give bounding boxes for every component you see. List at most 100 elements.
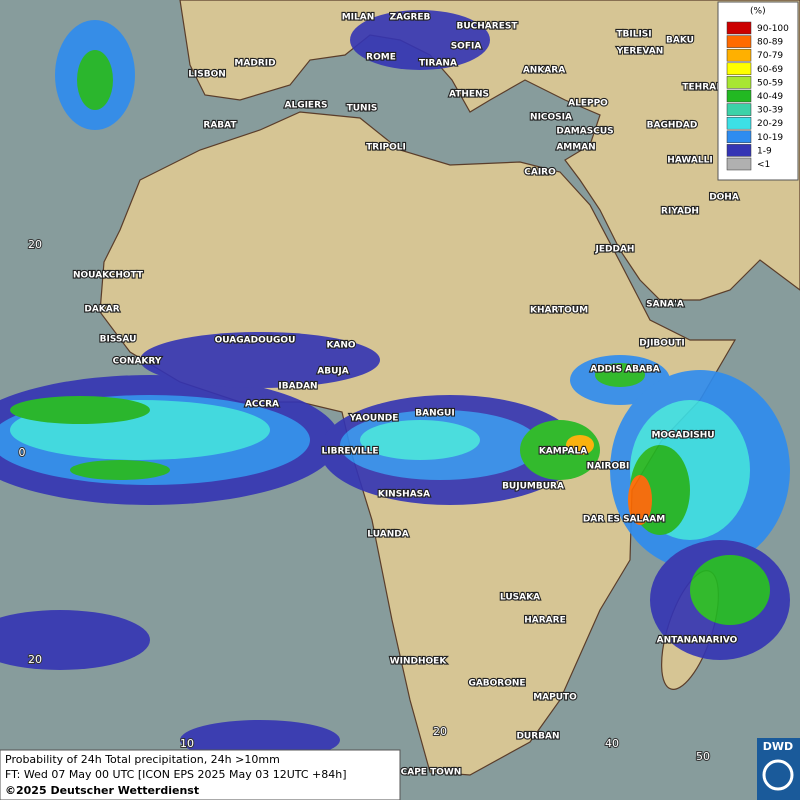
city-label: KINSHASA	[378, 490, 430, 500]
legend-swatch	[726, 21, 752, 35]
city-label: CONAKRY	[113, 357, 162, 367]
legend-label: 70-79	[757, 51, 783, 61]
city-label: YEREVAN	[616, 47, 664, 57]
legend-label: 60-69	[757, 65, 783, 75]
city-label: MILAN	[342, 13, 375, 23]
city-label: ABUJA	[317, 367, 348, 377]
city-label: MADRID	[234, 59, 275, 69]
caption: Probability of 24h Total precipitation, …	[0, 749, 401, 800]
city-label: NAIROBI	[587, 462, 630, 472]
lon-label: 10	[180, 737, 194, 750]
city-label: BISSAU	[100, 335, 137, 345]
city-label: AMMAN	[556, 143, 595, 153]
city-label: BAKU	[666, 36, 694, 46]
logo: DWD	[757, 738, 800, 800]
city-label: DAMASCUS	[556, 127, 613, 137]
legend-label: <1	[757, 160, 770, 170]
lon-label: 40	[605, 737, 619, 750]
city-label: ANKARA	[523, 66, 565, 76]
city-label: IBADAN	[278, 382, 317, 392]
city-label: WINDHOEK	[390, 657, 448, 667]
city-label: MAPUTO	[533, 693, 577, 703]
city-label: LUSAKA	[500, 593, 540, 603]
city-labels: MILAN ZAGREB BUCHAREST TBILISI BAKU MADRID ROM…	[72, 11, 740, 778]
legend: (%) 90-100 80-89 70-79 60-69 50-59 40-49 30-39…	[717, 1, 799, 181]
city-label: ALGIERS	[285, 101, 328, 111]
legend-swatch	[726, 130, 752, 144]
city-label: LIBREVILLE	[322, 447, 379, 457]
city-label: ADDIS ABABA	[590, 365, 660, 375]
legend-swatch	[726, 48, 752, 62]
city-label: DOHA	[709, 193, 739, 203]
caption-line: ©2025 Deutscher Wetterdienst	[5, 784, 199, 797]
city-label: BUJUMBURA	[502, 482, 564, 492]
legend-label: 1-9	[757, 146, 772, 156]
legend-label: 40-49	[757, 92, 783, 102]
city-label: ROME	[366, 53, 396, 63]
legend-items: 90-100 80-89 70-79 60-69 50-59 40-49 30-39 20-2…	[726, 21, 789, 171]
city-label: DAR ES SALAAM	[583, 515, 665, 525]
lat-label: 0	[19, 446, 26, 459]
city-label: ANTANANARIVO	[657, 636, 738, 646]
legend-swatch	[726, 116, 752, 130]
city-label: TRIPOLI	[366, 143, 406, 153]
city-label: TBILISI	[616, 30, 651, 40]
grid-labels: 20 0 20 10 20 40 50	[18, 237, 712, 764]
caption-line: FT: Wed 07 May 00 UTC [ICON EPS 2025 May…	[5, 768, 347, 781]
city-label: NOUAKCHOTT	[73, 271, 144, 281]
city-label: TUNIS	[347, 104, 378, 114]
city-label: JEDDAH	[595, 245, 635, 255]
legend-label: 90-100	[757, 24, 789, 34]
city-label: TEHRAN	[682, 83, 723, 93]
city-label: SANA'A	[646, 300, 684, 310]
legend-title: (%)	[750, 7, 766, 17]
legend-swatch	[726, 89, 752, 103]
city-label: GABORONE	[468, 679, 525, 689]
city-label: LISBON	[188, 70, 226, 80]
precipitation	[0, 10, 790, 760]
city-label: CAPE TOWN	[401, 768, 462, 778]
legend-label: 10-19	[757, 133, 783, 143]
logo-text: DWD	[763, 740, 793, 753]
lon-label: 20	[433, 725, 447, 738]
caption-box	[0, 749, 401, 800]
city-label: LUANDA	[367, 530, 408, 540]
city-label: BAGHDAD	[647, 121, 698, 131]
city-label: ALEPPO	[568, 99, 608, 109]
city-label: MOGADISHU	[651, 431, 714, 441]
city-label: DJIBOUTI	[639, 339, 684, 349]
eurasia	[179, 0, 800, 301]
city-label: OUAGADOUGOU	[215, 336, 296, 346]
city-label: HARARE	[524, 616, 565, 626]
city-label: ZAGREB	[390, 13, 431, 23]
legend-swatch	[726, 103, 752, 116]
city-label: KAMPALA	[539, 447, 587, 457]
city-label: ATHENS	[449, 90, 489, 100]
city-label: KANO	[326, 341, 355, 351]
legend-swatch	[726, 157, 752, 171]
city-label: DAKAR	[84, 305, 119, 315]
city-label: CAIRO	[524, 168, 556, 178]
legend-swatch	[726, 62, 752, 76]
legend-label: 80-89	[757, 38, 783, 48]
city-label: BUCHAREST	[457, 22, 519, 32]
legend-swatch	[726, 35, 752, 48]
city-label: DURBAN	[516, 732, 559, 742]
lat-label: 20	[28, 238, 42, 251]
lat-label: 20	[28, 653, 42, 666]
legend-label: 30-39	[757, 106, 783, 116]
lon-label: 50	[696, 750, 710, 763]
city-label: YAOUNDE	[349, 414, 399, 424]
city-label: NICOSIA	[530, 113, 572, 123]
logo-icon	[762, 759, 794, 791]
city-label: SOFIA	[451, 42, 482, 52]
legend-label: 20-29	[757, 119, 783, 129]
city-label: RABAT	[203, 121, 237, 131]
city-label: BANGUI	[415, 409, 454, 419]
city-label: ACCRA	[245, 400, 279, 410]
legend-label: 50-59	[757, 78, 783, 88]
city-label: RIYADH	[661, 207, 699, 217]
caption-line: Probability of 24h Total precipitation, …	[5, 753, 280, 766]
